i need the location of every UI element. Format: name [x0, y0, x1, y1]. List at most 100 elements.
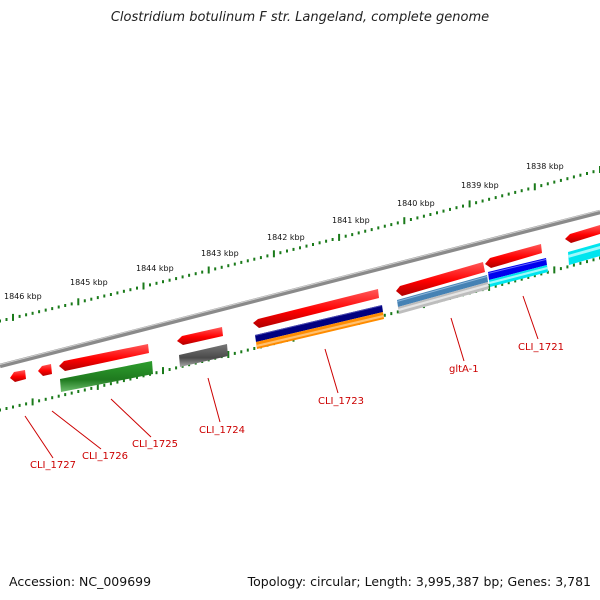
ruler-label-1838: 1838 kbp — [526, 162, 564, 171]
outer-ruler-minor-tick — [572, 175, 575, 179]
inner-ruler-minor-tick — [540, 272, 543, 276]
ruler-label-1839: 1839 kbp — [461, 181, 499, 190]
inner-ruler-major-tick — [553, 266, 556, 274]
outer-ruler-minor-tick — [318, 241, 321, 245]
outer-ruler-major-tick — [272, 250, 275, 258]
genome-backbone-highlight — [0, 210, 600, 365]
outer-ruler-minor-tick — [325, 239, 328, 243]
outer-ruler-minor-tick — [514, 190, 517, 194]
inner-ruler-minor-tick — [175, 366, 178, 370]
outer-ruler-minor-tick — [422, 214, 425, 218]
outer-ruler-minor-tick — [70, 302, 73, 306]
inner-ruler-minor-tick — [501, 282, 504, 286]
outer-ruler-major-tick — [12, 313, 14, 321]
outer-ruler-minor-tick — [546, 182, 549, 186]
inner-ruler-minor-tick — [514, 279, 517, 283]
gene-label-cli-1723[interactable]: CLI_1723 — [318, 396, 364, 407]
outer-ruler-major-tick — [77, 298, 80, 306]
inner-ruler-major-tick — [162, 367, 164, 375]
cds-bar-cyan-offscreen-hl — [568, 246, 600, 258]
gene-label-cli-1725[interactable]: CLI_1725 — [132, 439, 178, 450]
inner-ruler-minor-tick — [122, 379, 125, 383]
inner-ruler-minor-tick — [0, 408, 1, 412]
outer-ruler-major-tick — [533, 183, 536, 191]
outer-ruler-minor-tick — [442, 209, 445, 213]
gene-track — [10, 225, 600, 382]
outer-ruler-minor-tick — [592, 170, 595, 174]
inner-ruler-minor-tick — [168, 368, 171, 371]
outer-ruler-minor-tick — [122, 289, 125, 293]
outer-ruler-minor-tick — [96, 296, 99, 300]
cds-bar-navy[interactable] — [255, 305, 383, 342]
inner-ruler-major-tick — [227, 351, 230, 358]
gene-arrow-cli-1726[interactable] — [38, 364, 52, 376]
outer-ruler-minor-tick — [279, 251, 282, 255]
inner-ruler-minor-tick — [233, 351, 236, 355]
gene-label-cli-1726[interactable]: CLI_1726 — [82, 451, 128, 462]
inner-ruler-minor-tick — [129, 377, 132, 381]
outer-ruler-minor-tick — [383, 224, 386, 228]
outer-ruler-minor-tick — [129, 288, 132, 292]
inner-ruler-minor-tick — [116, 380, 119, 384]
gene-arrow-cli-1721[interactable] — [485, 244, 542, 268]
ruler-label-1846: 1846 kbp — [4, 292, 42, 301]
outer-ruler-minor-tick — [246, 259, 249, 263]
outer-ruler-minor-tick — [18, 314, 21, 318]
outer-ruler-minor-tick — [181, 275, 184, 279]
cds-bar-green[interactable] — [60, 361, 153, 392]
outer-ruler-minor-tick — [377, 226, 380, 230]
cds-bar-gray[interactable] — [179, 344, 228, 367]
gene-arrow-offscreen[interactable] — [565, 225, 600, 243]
outer-ruler-minor-tick — [149, 283, 151, 287]
gene-label-glta-1[interactable]: gltA-1 — [449, 364, 479, 375]
outer-ruler-minor-tick — [103, 294, 106, 298]
outer-ruler-minor-tick — [429, 213, 432, 216]
outer-ruler-major-tick — [142, 282, 145, 290]
gene-label-cli-1727[interactable]: CLI_1727 — [30, 460, 76, 471]
outer-ruler-minor-tick — [90, 297, 93, 301]
cds-bar-blue[interactable] — [488, 258, 547, 280]
gene-arrow-cli-1724[interactable] — [177, 327, 223, 345]
inner-ruler-major-tick — [31, 398, 34, 406]
outer-ruler-minor-tick — [168, 278, 171, 282]
map-title: Clostridium botulinum F str. Langeland, … — [110, 10, 490, 25]
inner-ruler-minor-tick — [18, 403, 21, 407]
cds-bar-steelblue-hl — [397, 276, 487, 302]
inner-ruler-minor-tick — [494, 284, 497, 288]
ruler-label-1840: 1840 kbp — [397, 199, 435, 208]
topology-text: Topology: circular; Length: 3,995,387 bp… — [247, 574, 591, 589]
gene-label-cli-1724[interactable]: CLI_1724 — [199, 425, 245, 436]
leader-cli-1727 — [24, 415, 54, 459]
gene-arrow-cli-1727[interactable] — [10, 370, 26, 382]
ruler-label-1841: 1841 kbp — [332, 216, 370, 225]
gene-labels: CLI_1727 CLI_1726 CLI_1725 CLI_1724 CLI_… — [30, 342, 564, 471]
outer-ruler-major-tick — [207, 266, 210, 274]
gene-arrow-glta-1[interactable] — [396, 262, 485, 296]
outer-ruler-minor-tick — [194, 272, 197, 276]
inner-ruler-minor-tick — [533, 274, 536, 278]
cds-bar-blue-hl — [488, 259, 546, 274]
leader-cli-1723 — [324, 348, 339, 394]
outer-ruler-minor-tick — [579, 173, 582, 177]
outer-ruler-minor-tick — [364, 229, 367, 233]
outer-ruler-minor-tick — [396, 221, 399, 225]
gene-arrow-cli-1725[interactable] — [59, 344, 149, 371]
inner-ruler-minor-tick — [586, 260, 588, 264]
outer-ruler-minor-tick — [501, 194, 504, 198]
inner-ruler-minor-tick — [90, 386, 93, 390]
outer-ruler-minor-tick — [462, 204, 464, 208]
ruler-label-1844: 1844 kbp — [136, 264, 174, 273]
inner-ruler-minor-tick — [25, 402, 28, 406]
ruler-label-1842: 1842 kbp — [267, 233, 305, 242]
inner-ruler-minor-tick — [83, 388, 86, 392]
outer-ruler-minor-tick — [416, 216, 419, 220]
outer-ruler-minor-tick — [31, 311, 34, 315]
outer-ruler-minor-tick — [64, 304, 67, 307]
leader-cli-1724 — [207, 377, 221, 423]
outer-ruler-minor-tick — [344, 234, 347, 238]
gene-label-cli-1721[interactable]: CLI_1721 — [518, 342, 564, 353]
outer-ruler-minor-tick — [136, 286, 138, 290]
inner-ruler-minor-tick — [12, 405, 14, 409]
gene-arrow-cli-1723[interactable] — [253, 289, 379, 328]
